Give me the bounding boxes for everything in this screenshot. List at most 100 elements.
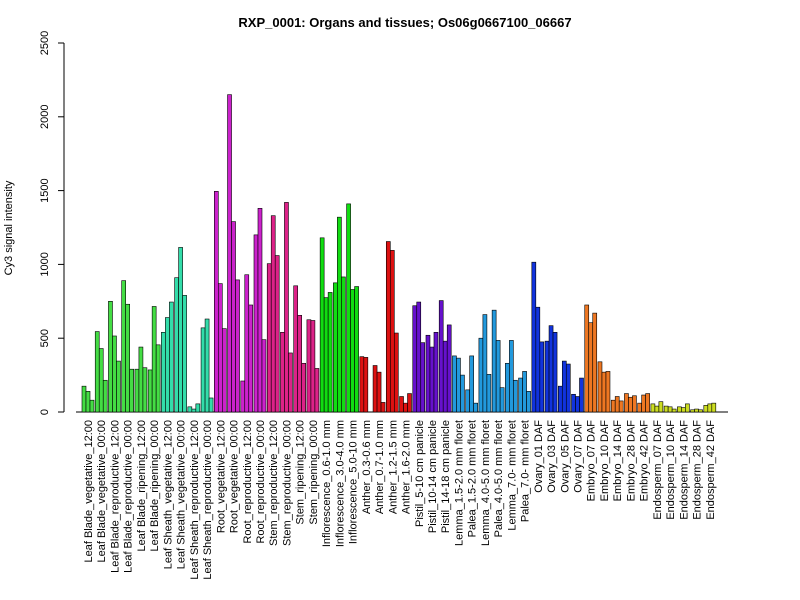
bar xyxy=(399,396,404,413)
bar xyxy=(244,274,250,413)
x-tick-label: Endosperm_28 DAF xyxy=(692,420,704,520)
bar xyxy=(597,361,603,413)
x-tick-label: Anther_1.6-2.0 mm xyxy=(401,420,413,514)
bar xyxy=(442,340,448,413)
x-tick-label: Anther_1.2-1.5 mm xyxy=(387,420,399,514)
bar xyxy=(667,406,673,413)
bar xyxy=(116,360,121,413)
bar xyxy=(495,340,501,413)
bar xyxy=(624,393,629,413)
bar xyxy=(486,374,492,413)
x-tick-label: Ovary_01 DAF xyxy=(533,420,545,493)
bar xyxy=(469,355,474,413)
x-tick-label: Ovary_05 DAF xyxy=(559,420,571,493)
bar xyxy=(393,332,399,413)
bar xyxy=(134,368,140,413)
bar xyxy=(89,399,95,413)
bar xyxy=(571,393,576,413)
bar xyxy=(169,301,174,413)
bar xyxy=(403,402,408,413)
y-tick-label: 1000 xyxy=(39,252,51,276)
bar xyxy=(151,306,157,413)
bar xyxy=(698,409,703,413)
bar xyxy=(306,319,312,413)
bar xyxy=(416,301,422,413)
bar xyxy=(253,234,259,413)
bar xyxy=(499,387,505,413)
bar xyxy=(310,320,316,413)
bar xyxy=(535,306,541,413)
bar xyxy=(222,328,227,413)
bar xyxy=(293,285,298,413)
bar xyxy=(579,377,584,413)
bar xyxy=(641,394,646,413)
x-tick-label: Embryo_42 DAF xyxy=(639,420,651,502)
bar xyxy=(204,318,210,413)
bar xyxy=(359,356,365,413)
bar xyxy=(460,374,465,413)
x-tick-label: Leaf Blade_vegetative_00:00 xyxy=(96,420,108,563)
bar xyxy=(147,369,153,413)
bar xyxy=(288,352,293,413)
bar xyxy=(513,379,518,413)
x-tick-label: Leaf Blade_ripening_00:00 xyxy=(149,420,161,552)
bar xyxy=(446,324,452,413)
y-axis: 0 500 1000 1500 2000 2500 xyxy=(39,31,65,415)
bar xyxy=(227,94,232,413)
y-tick-label: 2000 xyxy=(39,105,51,129)
bar xyxy=(372,365,378,413)
bar xyxy=(94,331,100,413)
bar xyxy=(389,250,395,413)
bar xyxy=(142,367,148,413)
x-tick-label: Pistil_10-14 cm panicle xyxy=(427,420,439,533)
bar xyxy=(438,300,444,413)
bar xyxy=(465,389,470,413)
bar xyxy=(637,402,642,413)
bar xyxy=(195,403,201,413)
bar xyxy=(531,261,537,413)
bar xyxy=(350,289,355,413)
bar xyxy=(632,395,637,413)
bar xyxy=(478,337,484,413)
bar xyxy=(274,255,280,413)
bar xyxy=(191,408,197,413)
x-tick-label: Embryo_10 DAF xyxy=(599,420,611,502)
bar xyxy=(323,297,329,413)
x-tick-label: Embryo_28 DAF xyxy=(625,420,637,502)
x-tick-label: Endosperm_07 DAF xyxy=(652,420,664,520)
bar xyxy=(561,360,567,413)
bar xyxy=(346,203,351,413)
y-tick-label: 500 xyxy=(39,329,51,347)
bar xyxy=(601,371,607,413)
bar xyxy=(301,362,306,413)
bar xyxy=(266,263,272,413)
bar xyxy=(614,396,620,413)
bar xyxy=(694,408,699,413)
x-tick-label: Leaf Blade_vegetative_12:00 xyxy=(83,420,95,563)
x-tick-label: Palea_7.0- mm floret xyxy=(520,420,532,522)
bar xyxy=(505,362,510,413)
x-tick-label: Lemma_4.0-5.0 mm floret xyxy=(480,420,492,546)
bar xyxy=(671,408,677,413)
bar xyxy=(473,402,478,413)
x-tick-label: Lemma_1.5-2.0 mm floret xyxy=(453,420,465,546)
bar xyxy=(218,283,223,413)
x-tick-label: Stem_reproductive_00:00 xyxy=(281,420,293,546)
bar xyxy=(433,331,439,413)
bar xyxy=(85,391,91,413)
x-tick-label: Pistil_5-10 cm panicle xyxy=(414,420,426,527)
x-tick-label: Root_reproductive_00:00 xyxy=(255,420,267,544)
bar xyxy=(231,221,236,413)
bar xyxy=(235,279,240,413)
bar xyxy=(280,331,285,413)
bar xyxy=(456,357,461,413)
bar xyxy=(333,282,338,413)
x-tick-label: Leaf Sheath_reproductive_00:00 xyxy=(202,420,214,580)
bar xyxy=(112,335,117,413)
bar xyxy=(385,241,391,413)
x-tick-label: Stem_reproductive_12:00 xyxy=(268,420,280,546)
x-tick-label: Pistil_14-18 cm panicle xyxy=(440,420,452,533)
bar xyxy=(663,405,669,413)
bar xyxy=(138,346,144,413)
